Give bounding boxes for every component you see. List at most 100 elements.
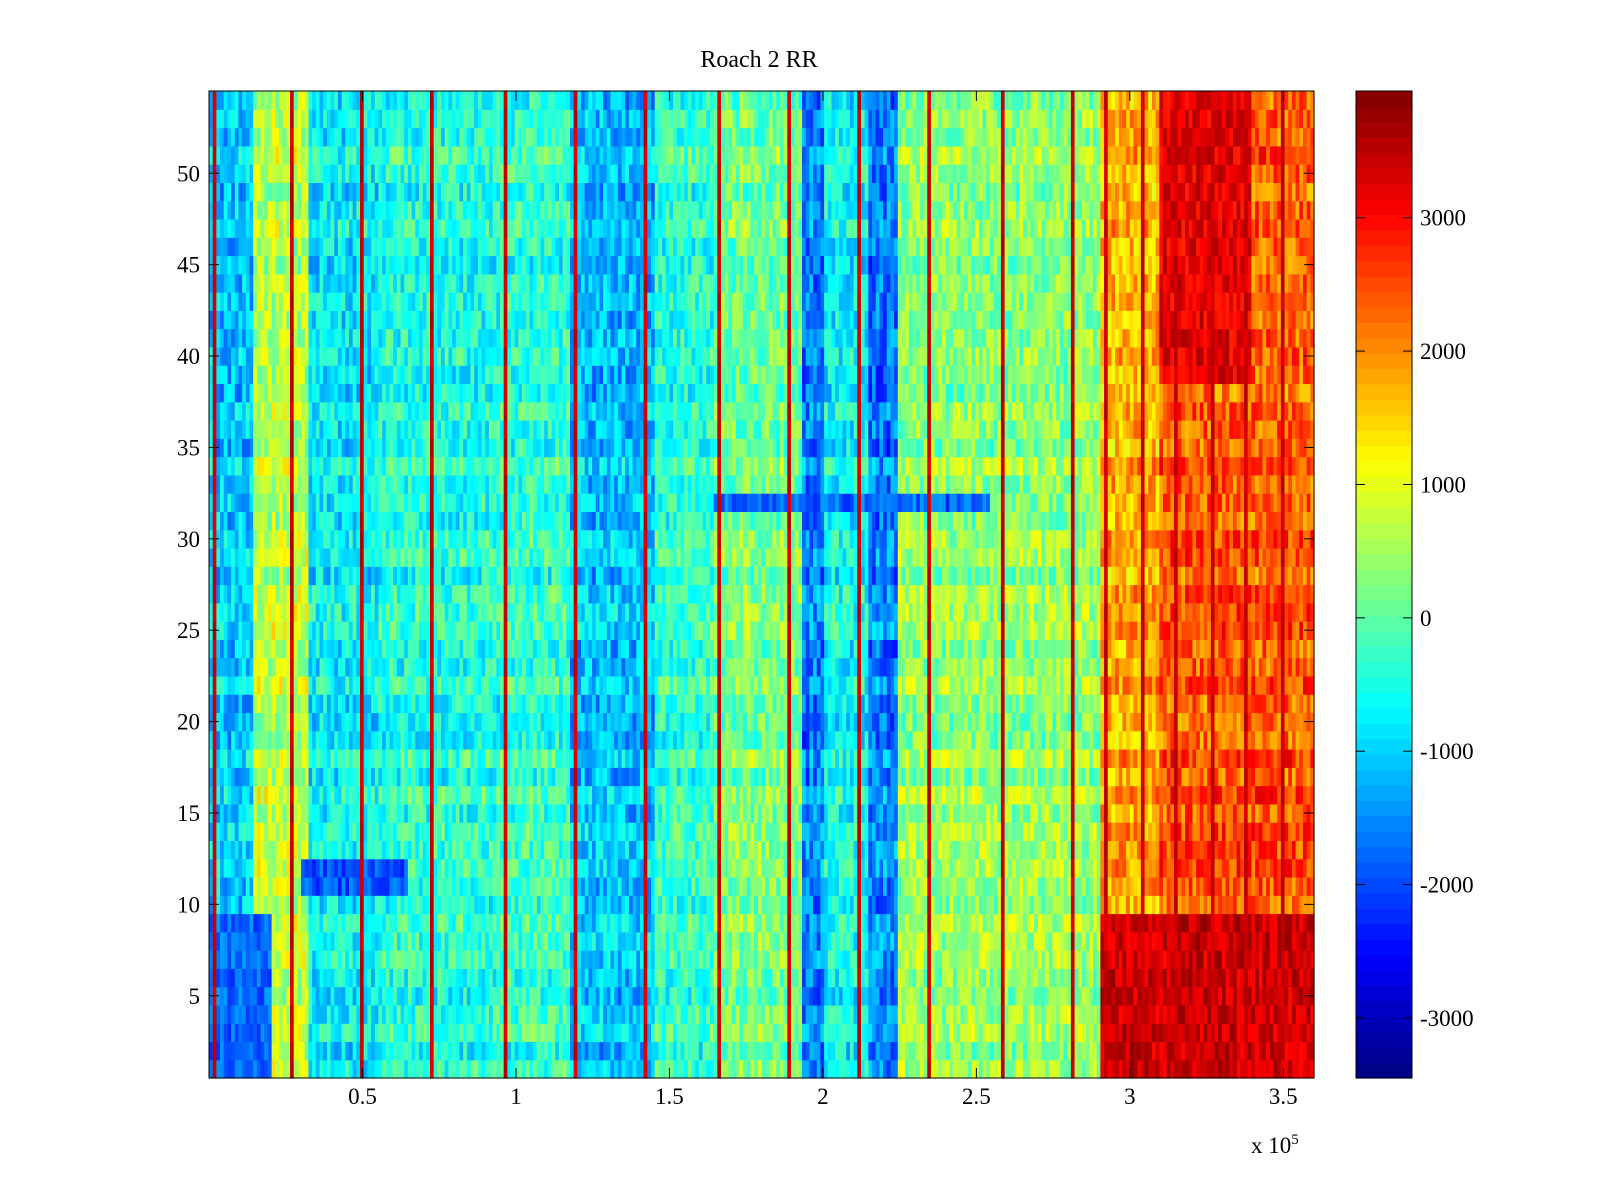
heatmap-cell xyxy=(492,968,497,988)
heatmap-cell xyxy=(746,785,752,805)
heatmap-cell xyxy=(750,1023,755,1043)
heatmap-cell xyxy=(927,968,932,988)
heatmap-cell xyxy=(709,1004,715,1024)
heatmap-cell xyxy=(1295,1059,1300,1079)
heatmap-cell xyxy=(323,1041,328,1061)
heatmap-cell xyxy=(757,895,763,915)
heatmap-cell xyxy=(684,895,689,915)
heatmap-cell xyxy=(802,1004,807,1024)
heatmap-cell xyxy=(1210,840,1216,860)
heatmap-cell xyxy=(1004,913,1009,933)
heatmap-cell xyxy=(577,858,582,878)
heatmap-cell xyxy=(341,1023,346,1043)
heatmap-cell xyxy=(437,785,442,805)
heatmap-cell xyxy=(665,1041,671,1061)
heatmap-cell xyxy=(975,858,980,878)
heatmap-cell xyxy=(960,968,965,988)
heatmap-cell xyxy=(481,950,486,969)
heatmap-cell xyxy=(938,895,943,915)
heatmap-cell xyxy=(919,931,925,951)
heatmap-cell xyxy=(337,950,343,969)
heatmap-cell xyxy=(393,803,398,823)
heatmap-cell xyxy=(868,803,873,823)
heatmap-cell xyxy=(363,968,368,988)
heatmap-cell xyxy=(426,968,431,988)
heatmap-cell xyxy=(573,1004,578,1024)
heatmap-cell xyxy=(802,1023,807,1043)
heatmap-cell xyxy=(503,968,508,988)
heatmap-cell xyxy=(588,840,593,860)
heatmap-cell xyxy=(1015,1059,1020,1079)
heatmap-cell xyxy=(1045,840,1050,860)
heatmap-cell xyxy=(1284,840,1289,860)
heatmap-cell xyxy=(1151,840,1157,860)
heatmap-cell xyxy=(544,858,549,878)
heatmap-cell xyxy=(776,840,781,860)
heatmap-cell xyxy=(827,895,833,915)
heatmap-cell xyxy=(1273,1041,1278,1061)
heatmap-cell xyxy=(846,1004,851,1024)
heatmap-cell xyxy=(934,858,939,878)
heatmap-cell xyxy=(890,950,895,969)
heatmap-cell xyxy=(573,767,578,787)
heatmap-cell xyxy=(912,968,917,988)
heatmap-cell xyxy=(1067,1041,1072,1061)
heatmap-cell xyxy=(378,986,383,1006)
heatmap-cell xyxy=(949,968,954,988)
heatmap-cell xyxy=(872,986,877,1006)
heatmap-cell xyxy=(1093,895,1098,915)
heatmap-cell xyxy=(220,1004,225,1024)
heatmap-cell xyxy=(772,822,777,841)
heatmap-cell xyxy=(345,986,350,1006)
heatmap-cell xyxy=(805,950,810,969)
heatmap-cell xyxy=(249,803,254,823)
heatmap-cell xyxy=(330,1023,335,1043)
heatmap-cell xyxy=(647,913,652,933)
heatmap-cell xyxy=(1310,840,1315,860)
heatmap-cell xyxy=(827,913,833,933)
heatmap-cell xyxy=(1210,913,1216,933)
heatmap-cell xyxy=(260,1059,265,1079)
heatmap-cell xyxy=(805,913,810,933)
heatmap-cell xyxy=(802,913,807,933)
heatmap-cell xyxy=(234,840,240,860)
heatmap-cell xyxy=(551,822,556,841)
heatmap-cell xyxy=(525,895,531,915)
heatmap-cell xyxy=(297,822,302,841)
heatmap-cell xyxy=(1137,950,1142,969)
heatmap-cell xyxy=(717,840,722,860)
heatmap-cell xyxy=(1258,895,1264,915)
heatmap-cell xyxy=(927,767,932,787)
heatmap-cell xyxy=(1052,986,1057,1006)
heatmap-cell xyxy=(1199,913,1205,933)
heatmap-cell xyxy=(1056,1059,1061,1079)
heatmap-cell xyxy=(698,986,704,1006)
heatmap-cell xyxy=(220,858,225,878)
heatmap-cell xyxy=(1207,803,1212,823)
heatmap-cell xyxy=(588,1059,593,1079)
heatmap-cell xyxy=(1015,1041,1020,1061)
heatmap-cell xyxy=(919,986,925,1006)
heatmap-cell xyxy=(356,858,361,878)
heatmap-cell xyxy=(267,876,273,896)
heatmap-cell xyxy=(986,968,991,988)
heatmap-cell xyxy=(477,785,483,805)
heatmap-cell xyxy=(1059,785,1065,805)
heatmap-cell xyxy=(301,1059,306,1079)
heatmap-cell xyxy=(238,968,243,988)
heatmap-cell xyxy=(960,913,965,933)
heatmap-cell xyxy=(315,986,321,1006)
heatmap-cell xyxy=(212,1041,217,1061)
heatmap-cell xyxy=(658,840,663,860)
heatmap-cell xyxy=(897,1041,903,1061)
heatmap-cell xyxy=(536,986,542,1006)
heatmap-cell xyxy=(492,895,497,915)
heatmap-cell xyxy=(658,1059,663,1079)
heatmap-cell xyxy=(956,1023,961,1043)
heatmap-cell xyxy=(975,803,980,823)
heatmap-cell xyxy=(724,913,729,933)
heatmap-cell xyxy=(558,785,564,805)
heatmap-cell xyxy=(702,858,707,878)
heatmap-cell xyxy=(474,1059,479,1079)
heatmap-cell xyxy=(809,913,814,933)
